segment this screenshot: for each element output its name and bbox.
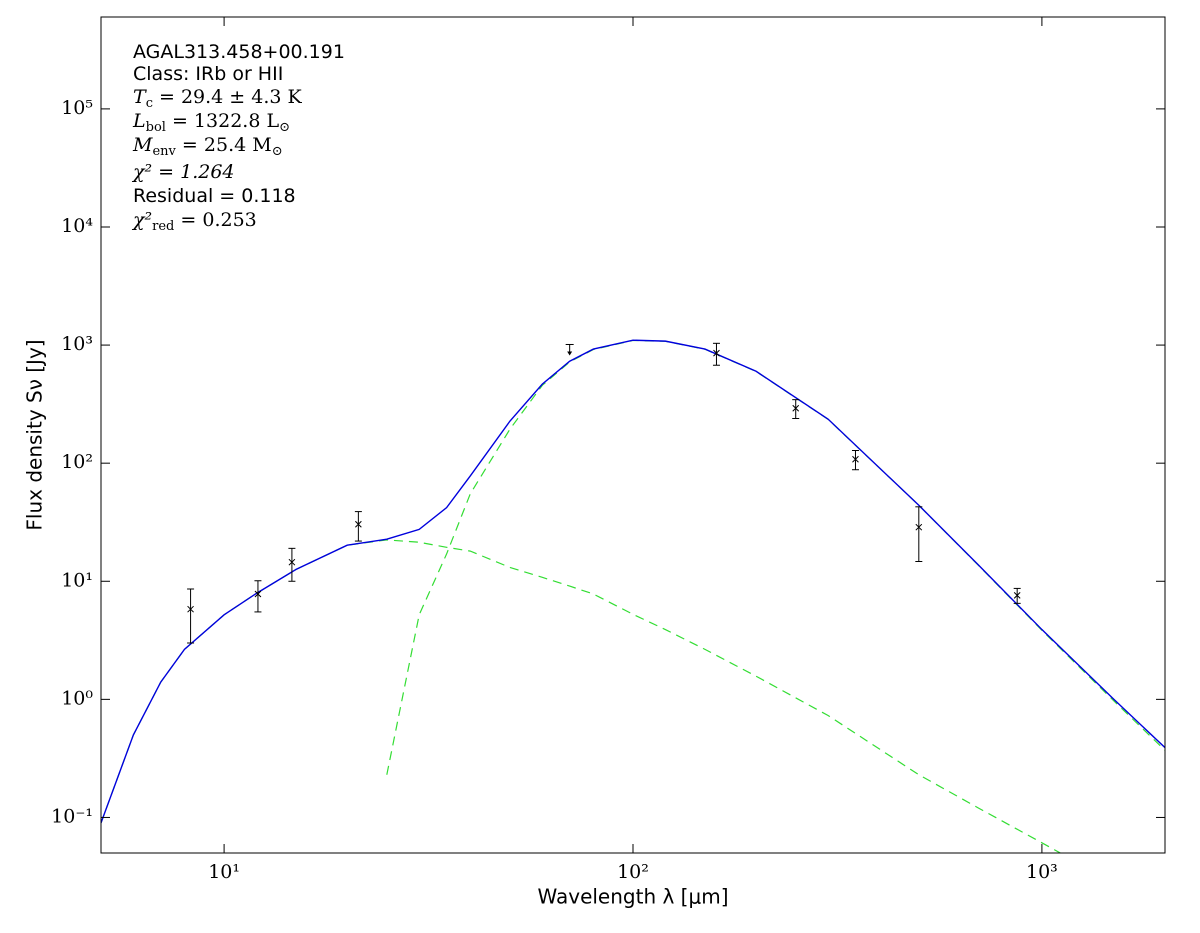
x-tick-label: 10³ (1026, 861, 1058, 883)
annotation: Tc = 29.4 ± 4.3 K (133, 86, 303, 111)
y-tick-label: 10⁵ (61, 97, 93, 119)
y-tick-label: 10³ (61, 333, 93, 355)
data-point (915, 523, 923, 531)
sed-curve (101, 539, 1062, 853)
annotation: χ² = 1.264 (131, 161, 235, 183)
annotation: χ²red = 0.253 (131, 209, 257, 234)
annotation-text: AGAL313.458+00.191 (133, 41, 345, 63)
y-tick-label: 10⁴ (61, 215, 93, 237)
x-axis-label: Wavelength λ [μm] (537, 885, 728, 909)
annotation-subscript: c (146, 96, 153, 111)
curves (101, 339, 1165, 853)
data-point (254, 590, 262, 598)
annotation: AGAL313.458+00.191 (133, 41, 345, 63)
data-point (187, 605, 194, 613)
annotation: Lbol = 1322.8 L⊙ (132, 110, 290, 135)
data-point (1013, 591, 1021, 599)
data-point (355, 520, 362, 528)
annotation-subscript: red (152, 219, 174, 234)
annotation-subscript: ⊙ (272, 144, 283, 159)
y-tick-label: 10⁻¹ (51, 805, 93, 827)
y-axis-label: Flux density Sν [Jy] (23, 339, 47, 530)
annotation-subscript: bol (146, 120, 166, 135)
annotation-text: = 0.253 (174, 209, 256, 231)
annotation-text: = 29.4 ± 4.3 K (153, 86, 303, 108)
annotation-subscript: env (152, 144, 176, 159)
plot-area (101, 17, 1165, 853)
x-tick-label: 10¹ (208, 861, 240, 883)
sed-curve (101, 339, 1165, 824)
data-point (713, 349, 720, 357)
annotation-text: χ² = 1.264 (131, 161, 235, 183)
data-point (288, 558, 296, 566)
annotation-text: = 1322.8 L (166, 110, 280, 132)
y-tick-label: 10⁰ (61, 687, 93, 709)
annotation-text: Residual = 0.118 (133, 185, 296, 207)
annotation: Menv = 25.4 M⊙ (132, 134, 283, 159)
annotation-text: χ² (131, 209, 152, 231)
annotation: Class: IRb or HII (133, 63, 283, 85)
x-tick-label: 10² (617, 861, 649, 883)
annotation-subscript: ⊙ (279, 120, 290, 135)
annotation-text: Class: IRb or HII (133, 63, 283, 85)
y-tick-label: 10¹ (61, 569, 93, 591)
annotation-text: = 25.4 M (176, 134, 272, 156)
annotation: Residual = 0.118 (133, 185, 296, 207)
annotation-text: M (132, 134, 153, 156)
annotation-text: L (132, 110, 146, 132)
y-tick-label: 10² (61, 451, 93, 473)
data-point (792, 404, 800, 412)
upper-limit-arrow (567, 351, 573, 356)
data-point (852, 455, 859, 463)
annotation-text: T (133, 86, 147, 108)
